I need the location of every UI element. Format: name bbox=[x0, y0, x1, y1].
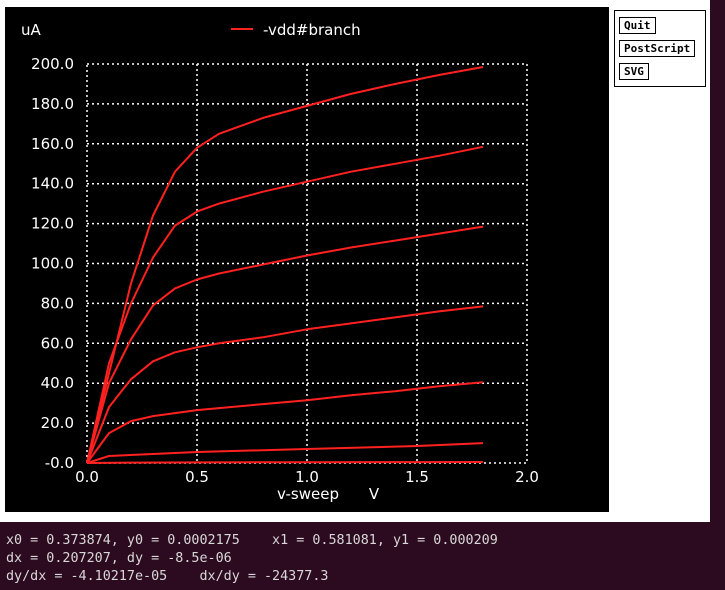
readout-line-coordinates: x0 = 0.373874, y0 = 0.0002175 x1 = 0.581… bbox=[6, 533, 498, 548]
chart: -0.0 20.0 40.0 60.0 80.0 100.0 120.0 140.0 160.0… bbox=[21, 21, 539, 503]
series-line-6 bbox=[86, 145, 484, 464]
readout-line-delta: dx = 0.207207, dy = -8.5e-06 bbox=[6, 551, 232, 566]
plot-area: -0.0 20.0 40.0 60.0 80.0 100.0 120.0 140.0 160.0… bbox=[5, 7, 609, 512]
y-unit-label: uA bbox=[21, 21, 42, 39]
x-tick-label: 2.0 bbox=[515, 468, 539, 486]
series-line-3 bbox=[86, 381, 484, 464]
cursor-readout: x0 = 0.373874, y0 = 0.0002175 x1 = 0.581… bbox=[6, 532, 498, 586]
y-tick-label: -0.0 bbox=[45, 454, 74, 472]
x-tick-label: 1.5 bbox=[405, 468, 429, 486]
x-axis-label: v-sweep bbox=[277, 485, 339, 503]
postscript-button[interactable]: PostScript bbox=[619, 40, 696, 57]
readout-line-slope: dy/dx = -4.10217e-05 dx/dy = -24377.3 bbox=[6, 569, 329, 584]
y-tick-label: 140.0 bbox=[31, 175, 74, 193]
legend-label: -vdd#branch bbox=[263, 21, 361, 39]
y-tick-label: 200.0 bbox=[31, 55, 74, 73]
series-line-4 bbox=[86, 305, 484, 464]
plot-frame bbox=[86, 63, 528, 464]
series-line-2 bbox=[86, 442, 484, 464]
x-tick-label: 0.0 bbox=[75, 468, 99, 486]
y-tick-label: 80.0 bbox=[41, 294, 74, 312]
quit-button[interactable]: Quit bbox=[619, 17, 656, 34]
y-tick-label: 40.0 bbox=[41, 374, 74, 392]
plot-window: -0.0 20.0 40.0 60.0 80.0 100.0 120.0 140.0 160.0… bbox=[0, 0, 710, 522]
y-tick-label: 180.0 bbox=[31, 95, 74, 113]
y-tick-label: 120.0 bbox=[31, 215, 74, 233]
y-tick-label: 160.0 bbox=[31, 135, 74, 153]
y-tick-label: 20.0 bbox=[41, 414, 74, 432]
x-unit-label: V bbox=[369, 485, 380, 503]
svg-button[interactable]: SVG bbox=[619, 63, 649, 80]
button-panel: Quit PostScript SVG bbox=[614, 10, 706, 87]
x-tick-label: 0.5 bbox=[185, 468, 209, 486]
series-line-7 bbox=[86, 66, 484, 464]
y-tick-label: 60.0 bbox=[41, 334, 74, 352]
series-line-1 bbox=[86, 461, 484, 464]
y-tick-label: 100.0 bbox=[31, 255, 74, 273]
series-line-5 bbox=[86, 225, 484, 464]
x-tick-label: 1.0 bbox=[295, 468, 319, 486]
